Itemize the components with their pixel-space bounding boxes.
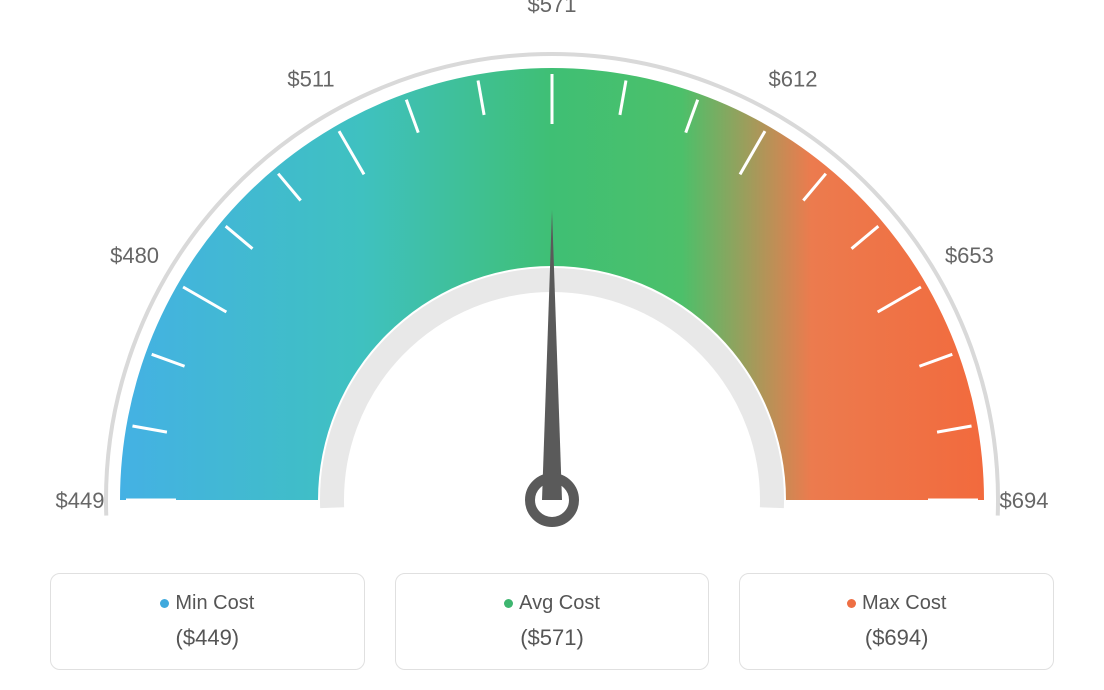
min-cost-value: ($449) [61,625,354,651]
summary-cards: Min Cost ($449) Avg Cost ($571) Max Cost… [50,573,1054,670]
svg-text:$653: $653 [945,243,994,268]
svg-text:$694: $694 [1000,488,1049,513]
max-cost-label: Max Cost [750,592,1043,615]
svg-text:$511: $511 [287,67,334,92]
gauge-svg: $449 $480 $511 $571 $612 $653 $694 [0,0,1104,560]
gauge-area: $449 $480 $511 $571 $612 $653 $694 [0,0,1104,560]
svg-text:$571: $571 [528,0,577,17]
min-label-text: Min Cost [175,592,254,614]
avg-cost-value: ($571) [406,625,699,651]
min-cost-label: Min Cost [61,592,354,615]
max-cost-value: ($694) [750,625,1043,651]
svg-text:$449: $449 [56,488,105,513]
max-dot-icon [847,599,856,608]
min-dot-icon [160,599,169,608]
gauge-chart-container: $449 $480 $511 $571 $612 $653 $694 Min Cost ($… [0,0,1104,690]
min-cost-card: Min Cost ($449) [50,573,365,670]
svg-text:$480: $480 [110,243,159,268]
avg-label-text: Avg Cost [519,592,600,614]
avg-cost-label: Avg Cost [406,592,699,615]
avg-cost-card: Avg Cost ($571) [395,573,710,670]
max-label-text: Max Cost [862,592,946,614]
avg-dot-icon [504,599,513,608]
svg-text:$612: $612 [769,67,818,92]
max-cost-card: Max Cost ($694) [739,573,1054,670]
